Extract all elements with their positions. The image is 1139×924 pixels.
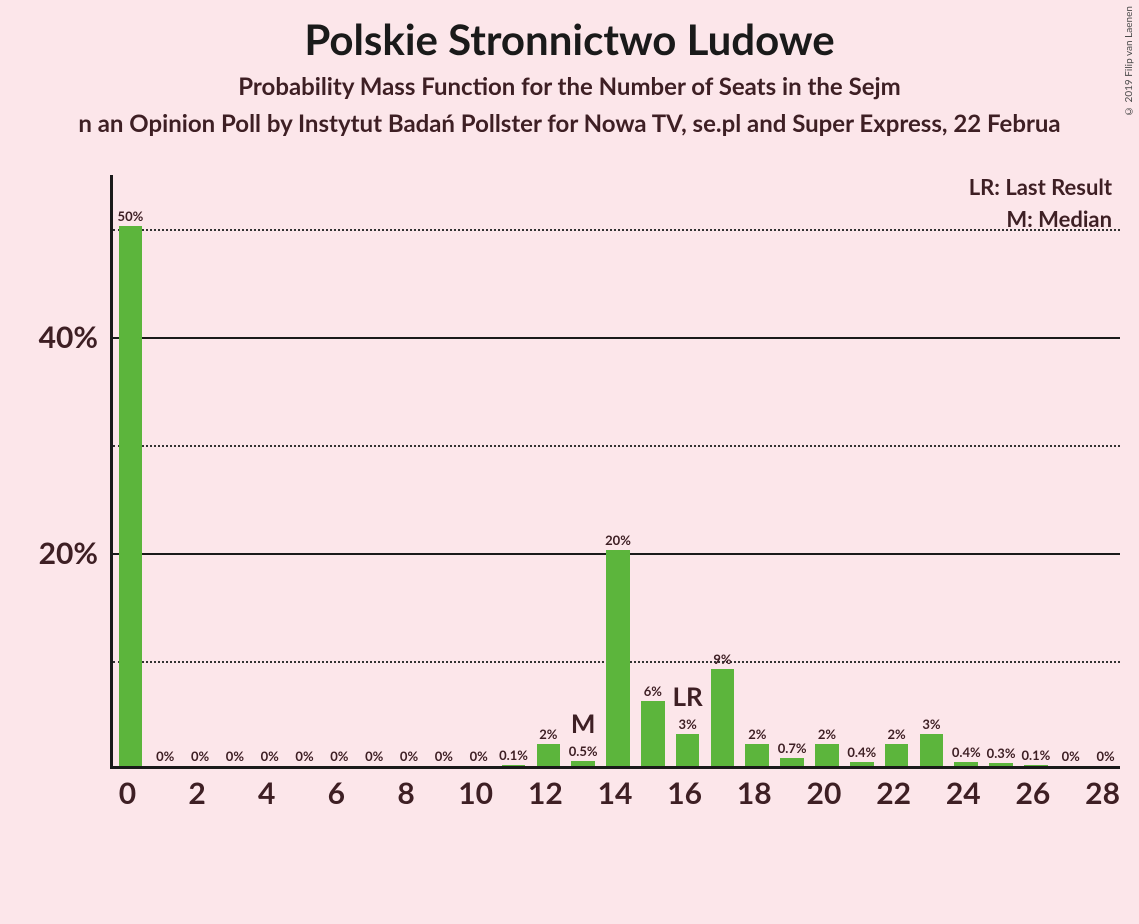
x-tick-label: 24 <box>946 775 981 811</box>
bar-value-label: 3% <box>679 716 697 734</box>
chart-subtitle-1: Probability Mass Function for the Number… <box>0 64 1139 101</box>
bar: 2% <box>745 744 769 766</box>
x-tick-label: 28 <box>1085 775 1120 811</box>
bar-value-label: 0% <box>365 748 383 766</box>
bar: 2% <box>885 744 909 766</box>
bar-value-label: 2% <box>887 726 905 744</box>
bar: 0.4% <box>850 762 874 766</box>
bar-value-label: 9% <box>713 651 731 669</box>
bar-value-label: 6% <box>644 683 662 701</box>
bar: 2% <box>815 744 839 766</box>
x-tick-label: 22 <box>876 775 911 811</box>
chart-area: 50%0%0%0%0%0%0%0%0%0%0%0.1%2%0.5%20%6%3%… <box>110 175 1120 815</box>
bar: 0.1% <box>502 765 526 766</box>
plot-area: 50% 0% 0% 0% 0% 0% 0% 0% 0% 0% 0% 0.1% 2% 0.5% 20% 6% 3%… <box>110 175 1120 769</box>
bar-value-label: 50% <box>118 208 144 226</box>
bar: 0.1% <box>1024 765 1048 766</box>
x-tick-label: 20 <box>807 775 842 811</box>
bar-value-label: 0.3% <box>987 745 1016 763</box>
bar-value-label: 0% <box>1062 748 1080 766</box>
x-tick-label: 16 <box>667 775 702 811</box>
bar-value-label: 0.1% <box>1021 747 1050 765</box>
chart-subtitle-2: n an Opinion Poll by Instytut Badań Poll… <box>0 101 1139 138</box>
x-tick-label: 18 <box>737 775 772 811</box>
bar-value-label: 0.1% <box>499 747 528 765</box>
x-tick-label: 8 <box>397 775 414 811</box>
x-tick-label: 4 <box>258 775 275 811</box>
x-tick-label: 12 <box>528 775 563 811</box>
bar-value-label: 0.7% <box>778 740 807 758</box>
bar-value-label: 0% <box>156 748 174 766</box>
y-tick-label: 20% <box>39 535 98 571</box>
bar-value-label: 0% <box>330 748 348 766</box>
bar: 3% <box>676 734 700 766</box>
bar: 20% <box>606 550 630 766</box>
bar: 0.4% <box>954 762 978 766</box>
bar-value-label: 3% <box>922 716 940 734</box>
bar-value-label: 2% <box>818 726 836 744</box>
bar-value-label: 0.4% <box>847 744 876 762</box>
x-tick-label: 26 <box>1016 775 1051 811</box>
y-tick-label: 40% <box>39 319 98 355</box>
chart-title: Polskie Stronnictwo Ludowe <box>0 0 1139 64</box>
bar: 6% <box>641 701 665 766</box>
bar-value-label: 0% <box>1096 748 1114 766</box>
bar-value-label: 0.5% <box>569 743 598 761</box>
bar-value-label: 0% <box>400 748 418 766</box>
bar-value-label: 0% <box>435 748 453 766</box>
bar-value-label: 0% <box>295 748 313 766</box>
x-tick-label: 0 <box>119 775 136 811</box>
bar-value-label: 0% <box>470 748 488 766</box>
bar-value-label: 2% <box>539 726 557 744</box>
median-marker: M <box>571 707 596 739</box>
bar-value-label: 20% <box>605 532 631 550</box>
x-tick-label: 6 <box>328 775 345 811</box>
bar: 0.3% <box>989 763 1013 766</box>
copyright-text: © 2019 Filip van Laenen <box>1123 6 1135 117</box>
bar: 0.7% <box>780 758 804 766</box>
bar-value-label: 2% <box>748 726 766 744</box>
x-tick-label: 2 <box>188 775 205 811</box>
bar: 50% <box>119 226 143 766</box>
last-result-marker: LR <box>673 680 703 712</box>
bar-value-label: 0% <box>226 748 244 766</box>
bars-container: 50% 0% 0% 0% 0% 0% 0% 0% 0% 0% 0% 0.1% 2% 0.5% 20% 6% 3%… <box>113 175 1120 766</box>
legend-lr: LR: Last Result <box>969 173 1112 200</box>
bar-value-label: 0.4% <box>952 744 981 762</box>
bar: 9% <box>711 669 735 766</box>
x-tick-label: 10 <box>458 775 493 811</box>
bar: 2% <box>537 744 561 766</box>
x-tick-label: 14 <box>598 775 633 811</box>
bar: 0.5% <box>571 761 595 766</box>
bar-value-label: 0% <box>261 748 279 766</box>
bar: 3% <box>920 734 944 766</box>
bar-value-label: 0% <box>191 748 209 766</box>
legend-m: M: Median <box>1006 205 1112 232</box>
